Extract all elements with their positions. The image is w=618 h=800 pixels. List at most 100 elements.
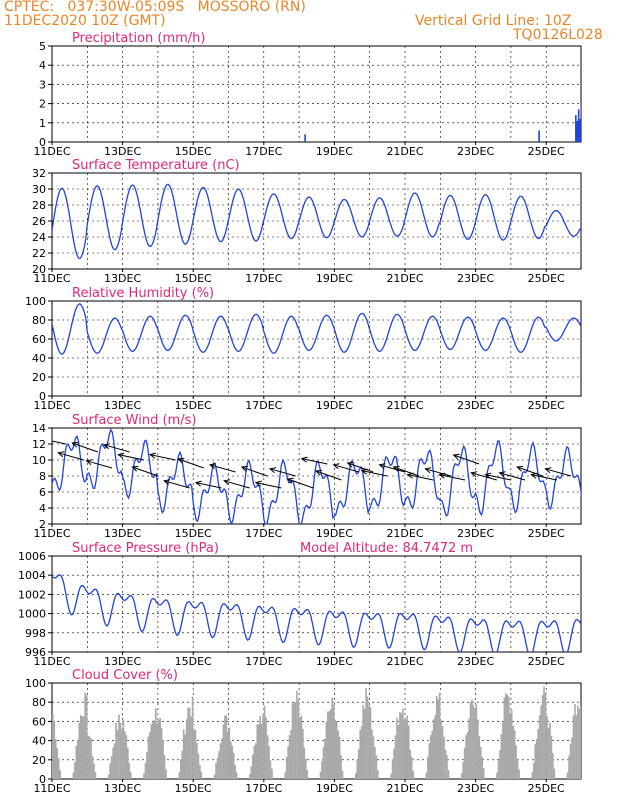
cloud-bar — [331, 697, 334, 779]
x-tick-label: 21DEC — [386, 527, 423, 540]
cloud-bar — [402, 708, 404, 779]
cloud-bar — [472, 705, 475, 779]
wind-arrowhead — [544, 467, 552, 474]
y-tick-label: 0 — [39, 136, 46, 149]
x-tick-label: 11DEC — [33, 399, 70, 412]
cloud-bar — [56, 748, 59, 779]
precip-bar — [582, 129, 584, 142]
panel-annotation: Model Altitude: 84.7472 m — [300, 541, 473, 556]
y-tick-label: 3 — [39, 78, 46, 91]
cloud-bar — [121, 729, 123, 779]
cloud-bar — [291, 703, 294, 779]
y-tick-label: 4 — [39, 502, 46, 515]
cloud-bar — [447, 770, 450, 779]
cloud-bar — [200, 771, 203, 779]
wind-vector — [407, 474, 434, 481]
x-tick-label: 13DEC — [104, 527, 141, 540]
cloud-bar — [129, 772, 132, 779]
wind-vector — [52, 440, 67, 445]
wind-vector — [499, 472, 526, 481]
cloud-bar — [394, 735, 397, 779]
cloud-bar — [165, 769, 167, 779]
y-tick-label: 28 — [32, 199, 46, 212]
x-tick-label: 25DEC — [528, 527, 565, 540]
wind-arrowhead — [71, 441, 79, 448]
x-tick-label: 13DEC — [104, 145, 141, 158]
cloud-bar — [215, 763, 217, 779]
cloud-bar — [260, 723, 263, 779]
y-tick-label: 6 — [39, 486, 46, 499]
cloud-bar — [290, 729, 292, 779]
y-tick-label: 1004 — [18, 569, 46, 582]
wind-arrowhead — [117, 452, 125, 459]
wind-vector — [347, 462, 374, 473]
cloud-bar — [437, 699, 439, 779]
cloud-bar — [375, 755, 378, 779]
wind-vector — [149, 454, 176, 461]
wind-arrowhead — [498, 471, 506, 478]
wind-vector — [301, 458, 328, 465]
product-code: TQ0126L028 — [513, 27, 603, 43]
cloud-bar — [196, 742, 198, 779]
wind-arrowhead — [286, 477, 294, 484]
cloud-bar — [516, 758, 519, 779]
x-tick-label: 15DEC — [175, 272, 212, 285]
cloud-bar — [377, 770, 379, 779]
x-tick-label: 25DEC — [528, 145, 565, 158]
wind-arrowhead — [148, 452, 156, 459]
wind-arrowhead — [194, 480, 202, 487]
wind-arrowhead — [360, 468, 368, 475]
cloud-bar — [577, 705, 579, 779]
x-tick-label: 21DEC — [386, 782, 423, 795]
cloud-bar — [341, 770, 344, 779]
cloud-bar — [262, 714, 264, 779]
y-tick-label: 20 — [32, 263, 46, 276]
cloud-bar — [356, 759, 359, 779]
cloud-bar — [256, 724, 259, 779]
wind-vector — [425, 468, 452, 477]
wind-arrowhead — [470, 471, 478, 478]
cloud-bar — [234, 764, 236, 779]
cloud-bar — [553, 768, 556, 779]
cloud-bar — [82, 716, 85, 779]
cloud-bar — [269, 760, 272, 779]
precip-bar — [538, 130, 540, 142]
cloud-bar — [218, 751, 220, 779]
x-tick-label: 25DEC — [528, 399, 565, 412]
cloud-bar — [285, 756, 288, 779]
plot-area — [52, 574, 581, 652]
y-tick-label: 2 — [39, 518, 46, 531]
cloud-bar — [122, 719, 125, 779]
cloud-bar — [568, 755, 570, 779]
wind-arrowhead — [452, 453, 460, 460]
x-tick-label: 17DEC — [245, 272, 282, 285]
cloud-bar — [93, 763, 95, 779]
y-tick-label: 10 — [32, 454, 46, 467]
cloud-bar — [162, 740, 164, 779]
pressure-line — [52, 574, 581, 652]
cloud-bar — [515, 745, 517, 779]
cloud-bar — [435, 696, 438, 779]
wind-vector — [178, 458, 204, 469]
cloud-bar — [157, 719, 160, 779]
cloud-bar — [372, 736, 375, 779]
cloud-bar — [496, 772, 498, 779]
wind-vector — [195, 482, 222, 489]
cloud-bar — [235, 772, 238, 779]
x-tick-label: 13DEC — [104, 782, 141, 795]
cloud-bar — [332, 704, 335, 779]
cloud-bar — [428, 743, 431, 779]
cloud-bar — [574, 704, 576, 779]
panel-frame — [51, 300, 582, 397]
cloud-bar — [113, 743, 116, 779]
cloud-bar — [153, 720, 156, 779]
cloud-bar — [159, 718, 161, 779]
cloud-bar — [541, 694, 544, 779]
x-tick-label: 17DEC — [245, 655, 282, 668]
wind-arrowhead — [268, 467, 277, 474]
y-tick-label: 0 — [39, 773, 46, 786]
cloud-bar — [572, 715, 575, 779]
wind-vector — [545, 468, 572, 477]
cloud-bar — [482, 768, 485, 779]
cloud-bar — [369, 707, 372, 779]
